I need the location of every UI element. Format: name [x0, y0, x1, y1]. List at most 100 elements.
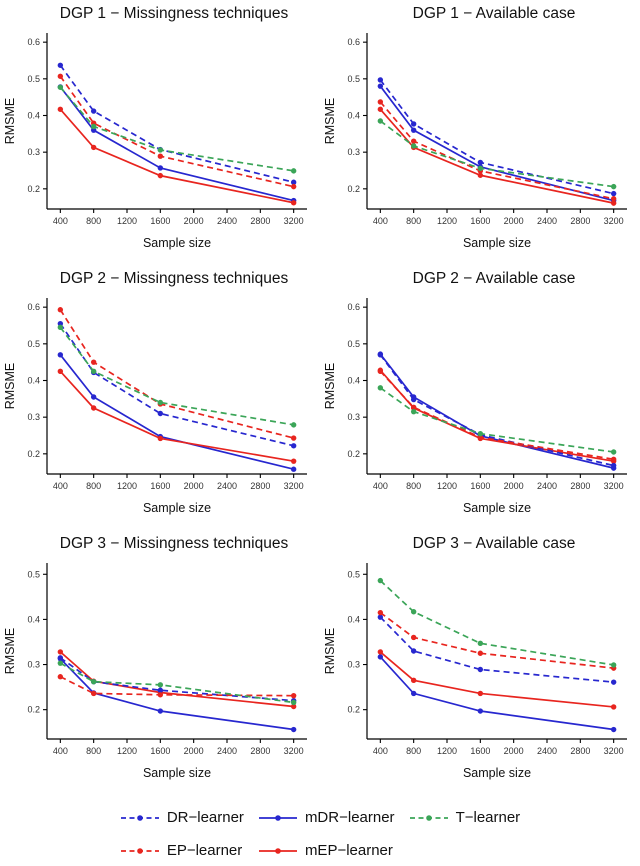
- panel-dgp2-available: DGP 2 − Available case 0.2 0.3 0.4 0.5 0.6 40…: [320, 265, 640, 530]
- legend-item-t-learner: T−learner: [409, 809, 521, 826]
- svg-text:0.3: 0.3: [347, 412, 360, 422]
- svg-text:Sample size: Sample size: [143, 501, 211, 515]
- svg-text:2800: 2800: [250, 481, 270, 491]
- svg-text:0.5: 0.5: [27, 569, 40, 579]
- chart-dgp3-missingness: 0.2 0.3 0.4 0.5 400 800 1200 1600 2000 2400 2800 32…: [3, 563, 307, 780]
- legend-item-mep-learner: mEP−learner: [258, 842, 395, 859]
- svg-text:2000: 2000: [504, 216, 524, 226]
- svg-text:2400: 2400: [537, 216, 557, 226]
- svg-text:2800: 2800: [570, 481, 590, 491]
- svg-text:400: 400: [53, 481, 68, 491]
- panel-title: DGP 2 − Available case: [412, 270, 576, 287]
- svg-text:RMSME: RMSME: [323, 363, 337, 410]
- svg-text:400: 400: [373, 216, 388, 226]
- chart-dgp2-available: 0.2 0.3 0.4 0.5 0.6 400 800 1200 1600 2000 2400 280…: [323, 298, 627, 515]
- svg-text:2400: 2400: [217, 481, 237, 491]
- svg-text:1200: 1200: [437, 481, 457, 491]
- svg-text:800: 800: [406, 481, 421, 491]
- svg-text:2000: 2000: [504, 746, 524, 756]
- svg-text:2000: 2000: [184, 481, 204, 491]
- svg-text:2400: 2400: [537, 481, 557, 491]
- svg-text:0.3: 0.3: [27, 412, 40, 422]
- panel-dgp3-available: DGP 3 − Available case 0.2 0.3 0.4 0.5 400 80…: [320, 530, 640, 795]
- svg-text:RMSME: RMSME: [3, 628, 17, 675]
- svg-text:800: 800: [86, 216, 101, 226]
- svg-text:0.5: 0.5: [27, 339, 40, 349]
- svg-text:3200: 3200: [284, 746, 304, 756]
- legend-label: DR−learner: [166, 809, 244, 826]
- legend-label: mEP−learner: [304, 842, 393, 859]
- panel-title: DGP 2 − Missingness techniques: [59, 270, 289, 287]
- panel-title: DGP 3 − Missingness techniques: [59, 535, 289, 552]
- legend-key-dashed-line-icon: [120, 814, 159, 821]
- svg-text:0.2: 0.2: [27, 449, 40, 459]
- svg-text:0.6: 0.6: [27, 37, 40, 47]
- legend-key-solid-line-icon: [258, 814, 297, 821]
- svg-text:0.5: 0.5: [347, 339, 360, 349]
- svg-text:0.5: 0.5: [347, 569, 360, 579]
- svg-text:0.6: 0.6: [27, 302, 40, 312]
- svg-text:800: 800: [406, 216, 421, 226]
- svg-text:0.4: 0.4: [347, 376, 360, 386]
- svg-text:1200: 1200: [117, 481, 137, 491]
- svg-text:0.2: 0.2: [27, 184, 40, 194]
- svg-text:2800: 2800: [250, 746, 270, 756]
- svg-text:0.2: 0.2: [347, 449, 360, 459]
- svg-text:2400: 2400: [217, 746, 237, 756]
- panel-dgp1-missingness: DGP 1 − Missingness techniques 0.2 0.3 0.4…: [0, 0, 320, 265]
- chart-dgp2-missingness: 0.2 0.3 0.4 0.5 0.6 400 800 1200 1600 2000 2400 280…: [3, 298, 307, 515]
- chart-dgp3-available: 0.2 0.3 0.4 0.5 400 800 1200 1600 2000 2400 2800 32…: [323, 563, 627, 780]
- chart-dgp1-available: 0.2 0.3 0.4 0.5 0.6 400 800 1200 1600 2000 2400 280…: [323, 33, 627, 250]
- svg-text:2400: 2400: [537, 746, 557, 756]
- panel-title: DGP 3 − Available case: [412, 535, 576, 552]
- svg-text:2800: 2800: [250, 216, 270, 226]
- svg-text:0.3: 0.3: [347, 147, 360, 157]
- chart-dgp1-missingness: 0.2 0.3 0.4 0.5 0.6 400 800 1200 1600 2000 2400 280…: [3, 33, 307, 250]
- svg-text:1600: 1600: [470, 746, 490, 756]
- legend-item-dr-learner: DR−learner: [120, 809, 244, 826]
- panel-title: DGP 1 − Available case: [412, 5, 576, 22]
- svg-text:0.5: 0.5: [347, 74, 360, 84]
- svg-text:3200: 3200: [604, 746, 624, 756]
- svg-text:2000: 2000: [504, 481, 524, 491]
- svg-text:1200: 1200: [437, 746, 457, 756]
- legend-key-dashed-line-icon: [409, 814, 448, 821]
- svg-text:Sample size: Sample size: [463, 766, 531, 780]
- legend-key-dashed-line-icon: [120, 847, 159, 854]
- svg-text:2800: 2800: [570, 746, 590, 756]
- legend: DR−learner mDR−learner T−learner EP−lear…: [0, 809, 640, 859]
- svg-text:1200: 1200: [117, 746, 137, 756]
- panel-dgp3-missingness: DGP 3 − Missingness techniques 0.2 0.3 0.4…: [0, 530, 320, 795]
- svg-text:0.6: 0.6: [347, 302, 360, 312]
- svg-text:1600: 1600: [150, 481, 170, 491]
- legend-item-mdr-learner: mDR−learner: [258, 809, 395, 826]
- svg-text:2000: 2000: [184, 216, 204, 226]
- svg-text:RMSME: RMSME: [323, 628, 337, 675]
- svg-text:400: 400: [53, 746, 68, 756]
- svg-text:0.4: 0.4: [27, 614, 40, 624]
- svg-text:0.4: 0.4: [347, 614, 360, 624]
- svg-text:Sample size: Sample size: [463, 501, 531, 515]
- svg-text:1600: 1600: [470, 216, 490, 226]
- svg-text:RMSME: RMSME: [3, 98, 17, 145]
- svg-text:1200: 1200: [437, 216, 457, 226]
- svg-text:Sample size: Sample size: [143, 766, 211, 780]
- legend-key-solid-line-icon: [258, 847, 297, 854]
- svg-text:800: 800: [86, 746, 101, 756]
- svg-text:0.3: 0.3: [27, 147, 40, 157]
- svg-text:1200: 1200: [117, 216, 137, 226]
- svg-text:1600: 1600: [150, 216, 170, 226]
- panel-title: DGP 1 − Missingness techniques: [59, 5, 289, 22]
- svg-text:800: 800: [86, 481, 101, 491]
- legend-item-ep-learner: EP−learner: [120, 842, 244, 859]
- panel-dgp1-available: DGP 1 − Available case 0.2 0.3 0.4 0.5 0.6 40…: [320, 0, 640, 265]
- svg-text:0.3: 0.3: [347, 660, 360, 670]
- legend-label: EP−learner: [166, 842, 243, 859]
- legend-label: mDR−learner: [304, 809, 395, 826]
- legend-label: T−learner: [455, 809, 521, 826]
- svg-text:400: 400: [373, 746, 388, 756]
- svg-text:Sample size: Sample size: [463, 236, 531, 250]
- svg-text:2000: 2000: [184, 746, 204, 756]
- svg-text:800: 800: [406, 746, 421, 756]
- svg-text:0.3: 0.3: [27, 660, 40, 670]
